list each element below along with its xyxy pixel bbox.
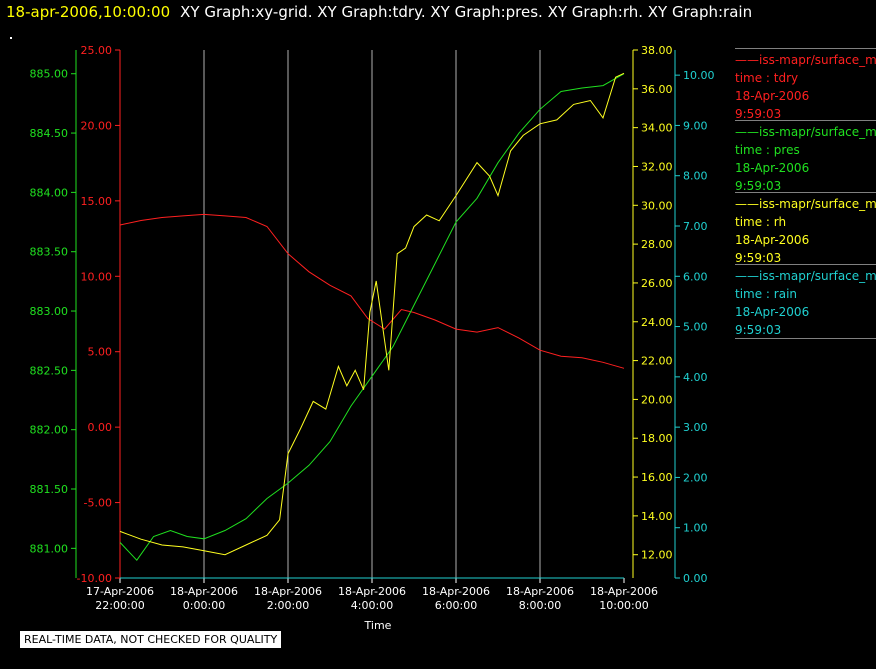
rh-tick-label: 14.00 xyxy=(641,510,673,523)
series-tdry xyxy=(119,213,625,369)
x-tick-label-time: 2:00:00 xyxy=(267,599,309,612)
rain-tick-label: 8.00 xyxy=(683,170,708,183)
rh-tick-label: 12.00 xyxy=(641,549,673,562)
header-title: XY Graph:xy-grid. XY Graph:tdry. XY Grap… xyxy=(180,3,753,21)
legend-separator xyxy=(735,48,876,49)
legend-time: 9:59:03 xyxy=(735,323,782,337)
x-tick-label-date: 18-Apr-2006 xyxy=(338,585,406,598)
legend-date: 18-Apr-2006 xyxy=(735,305,810,319)
pres-tick-label: 881.50 xyxy=(30,483,69,496)
rh-tick-label: 36.00 xyxy=(641,83,673,96)
pres-tick-label: 884.00 xyxy=(30,186,69,199)
status-dot xyxy=(10,37,12,39)
rain-tick-label: 0.00 xyxy=(683,572,708,585)
x-tick-label-time: 6:00:00 xyxy=(435,599,477,612)
legend-field: time : rh xyxy=(735,215,787,229)
pres-tick-label: 881.00 xyxy=(30,542,69,555)
x-tick-label-time: 22:00:00 xyxy=(95,599,144,612)
pres-tick-label: 884.50 xyxy=(30,127,69,140)
series-pres xyxy=(119,73,625,561)
rain-tick-label: 4.00 xyxy=(683,371,708,384)
header-timestamp: 18-apr-2006,10:00:00 xyxy=(6,3,171,21)
legend-date: 18-Apr-2006 xyxy=(735,233,810,247)
tdry-tick-label: -5.00 xyxy=(84,497,112,510)
tdry-tick-label: 5.00 xyxy=(88,346,113,359)
quality-notice: REAL-TIME DATA, NOT CHECKED FOR QUALITY xyxy=(20,631,282,648)
legend-separator xyxy=(735,264,876,265)
rain-tick-label: 2.00 xyxy=(683,471,708,484)
x-tick-label-date: 18-Apr-2006 xyxy=(254,585,322,598)
tdry-tick-label: 10.00 xyxy=(81,270,113,283)
legend-field: time : pres xyxy=(735,143,800,157)
pres-tick-label: 885.00 xyxy=(30,68,69,81)
tdry-tick-label: 20.00 xyxy=(81,119,113,132)
series-rh xyxy=(119,72,625,556)
legend-separator xyxy=(735,338,876,339)
legend-date: 18-Apr-2006 xyxy=(735,89,810,103)
rain-tick-label: 10.00 xyxy=(683,69,715,82)
legend-separator xyxy=(735,120,876,121)
legend-separator xyxy=(735,192,876,193)
x-tick-label-date: 17-Apr-2006 xyxy=(86,585,154,598)
legend-date: 18-Apr-2006 xyxy=(735,161,810,175)
legend-name: ——iss-mapr/surface_met xyxy=(735,125,876,139)
rh-tick-label: 20.00 xyxy=(641,393,673,406)
legend-name: ——iss-mapr/surface_met xyxy=(735,53,876,67)
rain-tick-label: 7.00 xyxy=(683,220,708,233)
pres-tick-label: 883.50 xyxy=(30,246,69,259)
rh-tick-label: 30.00 xyxy=(641,199,673,212)
pres-tick-label: 882.50 xyxy=(30,364,69,377)
tdry-tick-label: -10.00 xyxy=(77,572,112,585)
x-tick-label-time: 4:00:00 xyxy=(351,599,393,612)
legend-field: time : tdry xyxy=(735,71,799,85)
legend-time: 9:59:03 xyxy=(735,251,782,265)
x-tick-label-date: 18-Apr-2006 xyxy=(422,585,490,598)
rh-tick-label: 32.00 xyxy=(641,160,673,173)
rh-tick-label: 26.00 xyxy=(641,277,673,290)
rain-tick-label: 3.00 xyxy=(683,421,708,434)
pres-tick-label: 883.00 xyxy=(30,305,69,318)
legend-time: 9:59:03 xyxy=(735,107,782,121)
x-tick-label-date: 18-Apr-2006 xyxy=(506,585,574,598)
legend-end xyxy=(735,338,876,341)
tdry-tick-label: 15.00 xyxy=(81,195,113,208)
x-tick-label-date: 18-Apr-2006 xyxy=(590,585,658,598)
rh-tick-label: 16.00 xyxy=(641,471,673,484)
tdry-tick-label: 0.00 xyxy=(88,421,113,434)
rain-tick-label: 6.00 xyxy=(683,270,708,283)
x-tick-label-time: 0:00:00 xyxy=(183,599,225,612)
x-tick-label-date: 18-Apr-2006 xyxy=(170,585,238,598)
rh-tick-label: 28.00 xyxy=(641,238,673,251)
header: 18-apr-2006,10:00:00 XY Graph:xy-grid. XY… xyxy=(6,3,752,25)
rh-tick-label: 18.00 xyxy=(641,432,673,445)
rain-tick-label: 9.00 xyxy=(683,119,708,132)
legend-name: ——iss-mapr/surface_met xyxy=(735,197,876,211)
rh-tick-label: 34.00 xyxy=(641,122,673,135)
rain-tick-label: 1.00 xyxy=(683,522,708,535)
x-tick-label-time: 8:00:00 xyxy=(519,599,561,612)
x-tick-label-time: 10:00:00 xyxy=(599,599,648,612)
x-axis-label: Time xyxy=(364,619,392,632)
rain-tick-label: 5.00 xyxy=(683,321,708,334)
rh-tick-label: 24.00 xyxy=(641,316,673,329)
pres-tick-label: 882.00 xyxy=(30,424,69,437)
legend-field: time : rain xyxy=(735,287,798,301)
rh-tick-label: 22.00 xyxy=(641,355,673,368)
legend-name: ——iss-mapr/surface_met xyxy=(735,269,876,283)
rh-tick-label: 38.00 xyxy=(641,44,673,57)
tdry-tick-label: 25.00 xyxy=(81,44,113,57)
legend-time: 9:59:03 xyxy=(735,179,782,193)
